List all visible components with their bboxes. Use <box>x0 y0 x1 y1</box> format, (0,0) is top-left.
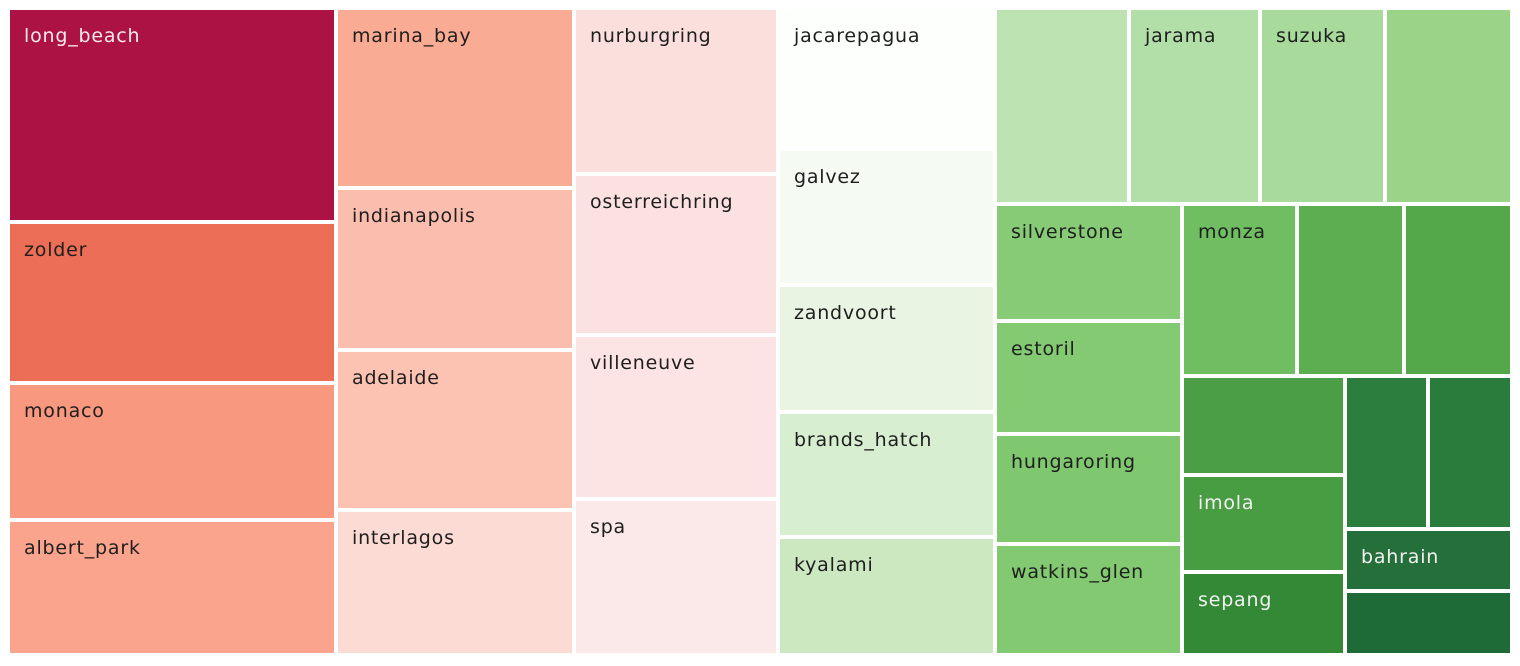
treemap-cell-label: estoril <box>1011 338 1076 360</box>
treemap-cell-kyalami[interactable]: kyalami <box>780 539 993 653</box>
treemap-cell-label: indianapolis <box>352 205 476 227</box>
treemap-cell-label: osterreichring <box>590 191 734 213</box>
treemap-cell-jarama[interactable]: jarama <box>1131 10 1258 202</box>
treemap-cell-albert_park[interactable]: albert_park <box>10 522 334 653</box>
treemap-cell-label: interlagos <box>352 527 455 549</box>
treemap-cell-label: imola <box>1198 492 1255 514</box>
treemap-cell-indianapolis[interactable]: indianapolis <box>338 190 572 348</box>
treemap-cell-label: spa <box>590 516 627 538</box>
treemap-cell-label: zandvoort <box>794 302 897 324</box>
treemap-cell-label: marina_bay <box>352 25 472 47</box>
treemap-cell-label: long_beach <box>24 25 141 47</box>
treemap-cell-imola[interactable]: imola <box>1184 477 1343 570</box>
treemap-cell-estoril[interactable]: estoril <box>997 323 1180 432</box>
treemap-cell-zolder[interactable]: zolder <box>10 224 334 381</box>
treemap-cell-unlabeled[interactable] <box>1406 206 1510 374</box>
treemap-cell-label: zolder <box>24 239 88 261</box>
treemap-cell-label: watkins_glen <box>1011 561 1145 583</box>
treemap-cell-interlagos[interactable]: interlagos <box>338 512 572 653</box>
treemap-cell-unlabeled[interactable] <box>1347 593 1510 653</box>
treemap-cell-label: monaco <box>24 400 105 422</box>
treemap-cell-hungaroring[interactable]: hungaroring <box>997 436 1180 542</box>
treemap-cell-villeneuve[interactable]: villeneuve <box>576 337 776 497</box>
treemap-cell-label: bahrain <box>1361 546 1440 568</box>
treemap-cell-marina_bay[interactable]: marina_bay <box>338 10 572 186</box>
treemap-cell-spa[interactable]: spa <box>576 501 776 653</box>
treemap-cell-label: brands_hatch <box>794 429 933 451</box>
treemap-cell-monaco[interactable]: monaco <box>10 385 334 518</box>
treemap-cell-label: monza <box>1198 221 1266 243</box>
treemap-cell-unlabeled[interactable] <box>1299 206 1402 374</box>
treemap-cell-brands_hatch[interactable]: brands_hatch <box>780 414 993 535</box>
treemap-cell-zandvoort[interactable]: zandvoort <box>780 287 993 410</box>
treemap-cell-label: jacarepagua <box>794 25 921 47</box>
treemap-cell-nurburgring[interactable]: nurburgring <box>576 10 776 172</box>
treemap-cell-adelaide[interactable]: adelaide <box>338 352 572 508</box>
treemap-cell-jacarepagua[interactable]: jacarepagua <box>780 10 993 147</box>
treemap-cell-unlabeled[interactable] <box>1347 378 1426 527</box>
treemap-cell-bahrain[interactable]: bahrain <box>1347 531 1510 589</box>
treemap-cell-long_beach[interactable]: long_beach <box>10 10 334 220</box>
treemap-cell-sepang[interactable]: sepang <box>1184 574 1343 653</box>
treemap-cell-label: sepang <box>1198 589 1273 611</box>
treemap-cell-unlabeled[interactable] <box>1184 378 1343 473</box>
treemap-cell-label: villeneuve <box>590 352 696 374</box>
treemap-cell-label: hungaroring <box>1011 451 1136 473</box>
treemap-cell-watkins_glen[interactable]: watkins_glen <box>997 546 1180 653</box>
treemap-cell-unlabeled[interactable] <box>1387 10 1510 202</box>
treemap-cell-suzuka[interactable]: suzuka <box>1262 10 1383 202</box>
treemap-cell-unlabeled[interactable] <box>997 10 1127 202</box>
treemap-cell-monza[interactable]: monza <box>1184 206 1295 374</box>
treemap-cell-label: silverstone <box>1011 221 1124 243</box>
treemap-cell-silverstone[interactable]: silverstone <box>997 206 1180 319</box>
treemap-cell-label: jarama <box>1145 25 1217 47</box>
treemap-cell-label: albert_park <box>24 537 141 559</box>
treemap-cell-label: suzuka <box>1276 25 1348 47</box>
treemap-cell-label: adelaide <box>352 367 440 389</box>
treemap-cell-label: nurburgring <box>590 25 712 47</box>
treemap-cell-label: galvez <box>794 166 861 188</box>
treemap-cell-osterreichring[interactable]: osterreichring <box>576 176 776 333</box>
treemap-cell-unlabeled[interactable] <box>1430 378 1510 527</box>
treemap-cell-galvez[interactable]: galvez <box>780 151 993 283</box>
treemap-cell-label: kyalami <box>794 554 874 576</box>
